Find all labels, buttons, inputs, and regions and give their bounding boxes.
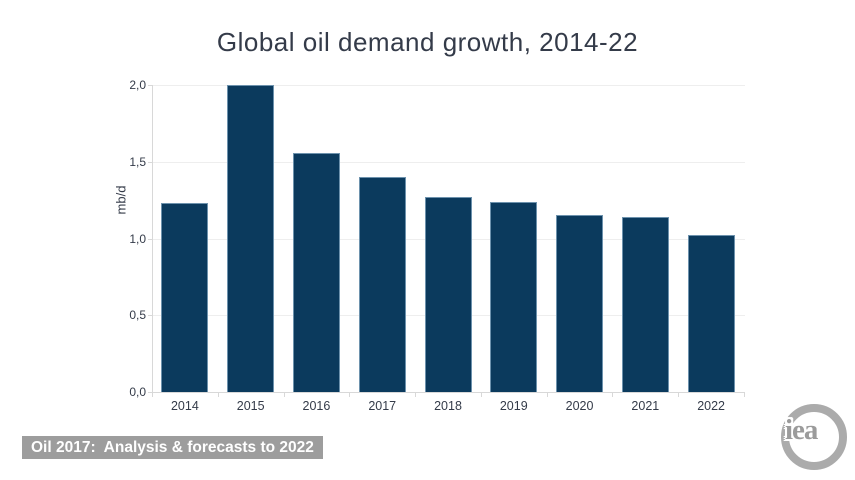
x-tick-mark bbox=[546, 393, 548, 397]
y-tick-mark bbox=[148, 238, 152, 240]
y-tick-mark bbox=[148, 392, 152, 393]
x-tick-label: 2021 bbox=[631, 399, 660, 413]
x-tick-label: 2020 bbox=[565, 399, 594, 413]
x-tick-label: 2018 bbox=[434, 399, 462, 413]
bar-2017 bbox=[358, 177, 406, 392]
y-tick-mark bbox=[148, 85, 152, 86]
bar-2022 bbox=[687, 235, 735, 392]
y-tick-mark bbox=[148, 315, 152, 317]
y-tick-label: 0,5 bbox=[129, 308, 146, 323]
iea-logo-text: iea bbox=[785, 414, 818, 446]
x-tick-mark bbox=[152, 393, 153, 397]
bar-2020 bbox=[556, 215, 604, 392]
y-tick-label: 2,0 bbox=[129, 78, 146, 92]
y-tick-mark bbox=[148, 161, 152, 163]
chart-title: Global oil demand growth, 2014-22 bbox=[216, 27, 639, 57]
x-tick-mark bbox=[678, 393, 680, 397]
gridline bbox=[153, 161, 745, 163]
x-tick-label: 2016 bbox=[302, 399, 331, 413]
x-tick-mark bbox=[480, 393, 482, 397]
bar-2016 bbox=[292, 153, 340, 392]
bar-2019 bbox=[490, 202, 538, 392]
bar-2015 bbox=[227, 85, 275, 392]
y-axis-title: mb/d bbox=[113, 185, 129, 215]
y-tick-label: 1,5 bbox=[129, 154, 146, 169]
x-tick-label: 2014 bbox=[170, 399, 199, 413]
bar-2018 bbox=[424, 197, 472, 392]
y-tick-label: 0,0 bbox=[129, 385, 146, 399]
x-tick-label: 2022 bbox=[697, 399, 726, 413]
y-tick-label: 1,0 bbox=[129, 231, 146, 246]
x-tick-mark bbox=[415, 393, 417, 397]
x-tick-label: 2015 bbox=[236, 399, 265, 413]
x-tick-mark bbox=[283, 393, 285, 397]
bar-2021 bbox=[621, 217, 669, 392]
x-tick-mark bbox=[612, 393, 614, 397]
x-tick-mark bbox=[744, 393, 745, 397]
iea-logo-ring-icon bbox=[781, 404, 847, 470]
x-tick-label: 2017 bbox=[368, 399, 397, 413]
x-tick-mark bbox=[217, 393, 219, 397]
bar-2014 bbox=[161, 203, 209, 392]
x-tick-mark bbox=[349, 393, 351, 397]
gridline bbox=[153, 85, 745, 86]
x-tick-label: 2019 bbox=[499, 399, 528, 413]
report-caption: Oil 2017: Analysis & forecasts to 2022 bbox=[22, 436, 323, 459]
